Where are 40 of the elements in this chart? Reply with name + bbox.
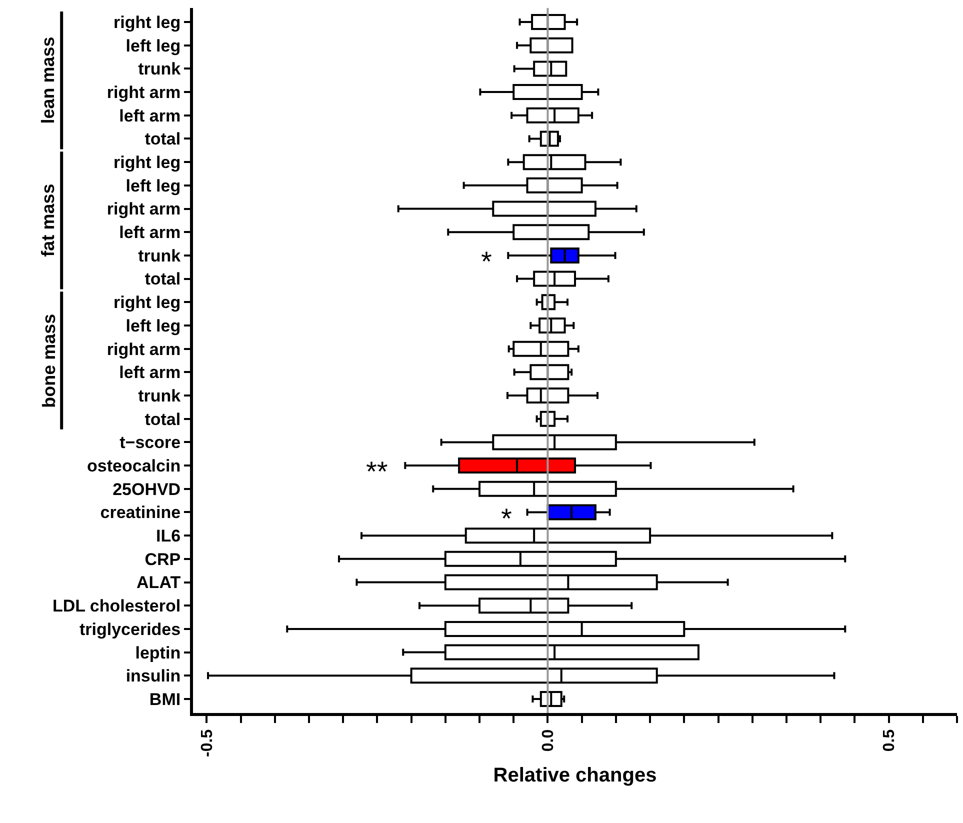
y-tick-label: IL6: [156, 526, 181, 546]
y-tick-label: creatinine: [100, 503, 181, 522]
y-tick-label: CRP: [144, 550, 181, 569]
y-tick-label: ALAT: [136, 573, 182, 592]
x-tick-label: 0.5: [880, 729, 898, 752]
x-axis-title: Relative changes: [493, 764, 657, 786]
x-tick-label: 0.0: [540, 729, 557, 752]
text: fat mass: [38, 184, 58, 257]
y-tick-label: left arm: [119, 106, 181, 126]
y-tick-label: right arm: [106, 82, 181, 102]
text: lean mass: [38, 36, 58, 124]
y-tick-label: t−score: [120, 433, 181, 452]
y-tick-label: left arm: [119, 363, 181, 382]
y-tick-label: right leg: [114, 153, 181, 172]
y-tick-label: insulin: [126, 666, 181, 686]
y-tick-label: 25OHVD: [112, 480, 181, 499]
y-tick-label: left arm: [119, 223, 181, 242]
y-tick-label: trunk: [138, 246, 182, 266]
y-tick-label: left leg: [126, 176, 181, 196]
y-tick-label: trunk: [138, 60, 182, 79]
x-tick-label: -0.5: [198, 729, 216, 757]
annotation: *: [481, 246, 492, 277]
y-tick-label: total: [144, 410, 181, 429]
y-tick-label: trunk: [138, 386, 182, 406]
annotation: *: [501, 503, 512, 534]
y-tick-label: right leg: [114, 293, 181, 312]
y-tick-label: right leg: [114, 12, 181, 32]
y-tick-label: right arm: [106, 200, 181, 219]
y-tick-label: left leg: [126, 316, 181, 336]
y-tick-label: BMI: [149, 690, 181, 709]
y-tick-label: triglycerides: [79, 620, 181, 639]
y-tick-label: total: [144, 270, 181, 289]
y-tick-label: left leg: [126, 36, 181, 56]
y-tick-label: right arm: [106, 340, 181, 359]
y-tick-label: LDL cholesterol: [52, 596, 181, 616]
annotation: **: [366, 456, 388, 487]
y-tick-label: osteocalcin: [87, 456, 181, 476]
y-tick-label: total: [144, 130, 181, 149]
text: bone mass: [38, 314, 59, 408]
y-tick-label: leptin: [135, 643, 181, 662]
